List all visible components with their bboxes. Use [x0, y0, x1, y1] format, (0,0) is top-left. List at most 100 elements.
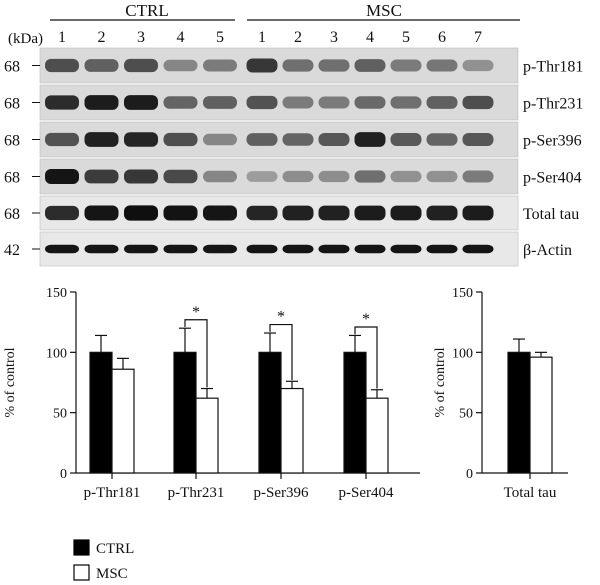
blot-band [318, 170, 350, 183]
blot-band [84, 244, 119, 254]
blot-band [390, 133, 422, 146]
blot-band [163, 96, 198, 109]
y-axis-label: % of control [3, 347, 18, 417]
blot-band [246, 171, 278, 182]
group-label-ctrl: CTRL [125, 1, 168, 20]
blot-band [318, 132, 350, 147]
blot-band [203, 244, 237, 254]
bar-ctrl [258, 351, 282, 474]
mw-label: 68 [4, 133, 20, 150]
blot-band [282, 244, 314, 254]
blot-band [282, 96, 314, 109]
blot-row-label: Total tau [523, 206, 579, 223]
blot-band [163, 59, 198, 72]
lane-number: 5 [216, 29, 224, 46]
x-tick-label: p-Ser404 [339, 485, 394, 501]
significance-bracket [269, 323, 293, 381]
legend-label-ctrl: CTRL [96, 541, 134, 557]
lane-number: 5 [402, 29, 410, 46]
y-tick-label: 0 [60, 467, 67, 482]
y-tick-label: 150 [46, 286, 67, 301]
bar-msc [111, 368, 135, 474]
blot-band [354, 132, 386, 147]
blot-band [203, 170, 237, 183]
mw-label: 68 [4, 206, 20, 223]
blot-band [203, 59, 237, 72]
blot-row-label: p-Ser404 [523, 170, 582, 187]
blot-band [45, 58, 79, 73]
lane-number: 3 [137, 29, 145, 46]
mw-label: 68 [4, 96, 20, 113]
y-tick-label: 100 [46, 346, 67, 361]
blot-band [462, 132, 494, 147]
blot-band [318, 205, 350, 221]
lane-number: 3 [330, 29, 338, 46]
y-tick-label: 150 [452, 286, 473, 301]
lane-number: 4 [366, 29, 374, 46]
lane-number: 2 [294, 29, 302, 46]
blot-band [390, 170, 422, 183]
blot-band [45, 132, 79, 147]
y-tick-label: 100 [452, 346, 473, 361]
legend-swatch-msc [73, 564, 90, 581]
blot-band [124, 132, 158, 147]
blot-band [318, 96, 350, 109]
blot-band [163, 169, 198, 184]
blot-band [354, 205, 386, 221]
bar-ctrl [343, 351, 367, 474]
blot-band [246, 244, 278, 254]
western-blot-panel: (kDa) CTRL MSC 1 2 3 4 5 1 2 3 4 5 6 7 68 p-Thr181 68 p-T… [4, 1, 583, 267]
blot-band [462, 244, 494, 254]
blot-band [163, 205, 198, 221]
blot-row-label: p-Thr231 [523, 96, 583, 113]
blot-band [318, 59, 350, 72]
blot-band [203, 96, 237, 109]
bar-msc [529, 356, 553, 474]
blot-band [203, 205, 237, 221]
blot-band [462, 205, 494, 221]
blot-band [354, 59, 386, 72]
blot-band [124, 244, 158, 254]
blot-band [124, 205, 158, 221]
blot-band [124, 58, 158, 73]
blot-band [462, 59, 494, 72]
x-tick-label: p-Thr181 [84, 485, 141, 501]
kda-unit-label: (kDa) [8, 31, 43, 47]
blot-band [124, 95, 158, 110]
blot-band [282, 170, 314, 183]
blot-band [84, 95, 119, 110]
bar-ctrl [89, 351, 113, 474]
blot-band [45, 168, 79, 185]
bar-ctrl [507, 351, 531, 474]
blot-band [426, 59, 458, 72]
y-tick-label: 0 [466, 467, 473, 482]
blot-band [390, 96, 422, 109]
legend-swatch-ctrl [73, 539, 90, 556]
significance-star: * [277, 309, 285, 326]
blot-row-label: p-Thr181 [523, 59, 583, 76]
blot-band [163, 132, 198, 147]
x-tick-label: Total tau [504, 485, 557, 501]
blot-band [426, 96, 458, 109]
blot-band [246, 58, 278, 73]
mw-label: 68 [4, 170, 20, 187]
blot-band [390, 244, 422, 254]
blot-band [45, 95, 79, 110]
blot-row-label: p-Ser396 [523, 133, 582, 150]
blot-band [84, 169, 119, 184]
blot-band [246, 205, 278, 221]
blot-band [426, 205, 458, 221]
blot-band [45, 244, 79, 254]
blot-band [462, 95, 494, 110]
x-tick-label: p-Thr231 [168, 485, 225, 501]
blot-band [354, 96, 386, 109]
phospho-tau-bar-chart: 0 50 100 150 % of control p-Thr181 p-Thr231 p-S… [3, 286, 420, 501]
significance-bracket [184, 319, 208, 388]
blot-band [84, 205, 119, 221]
legend: CTRL MSC [73, 539, 134, 582]
blot-band [282, 205, 314, 221]
significance-bracket [354, 326, 378, 389]
bar-msc [195, 397, 219, 474]
blot-band [390, 59, 422, 72]
